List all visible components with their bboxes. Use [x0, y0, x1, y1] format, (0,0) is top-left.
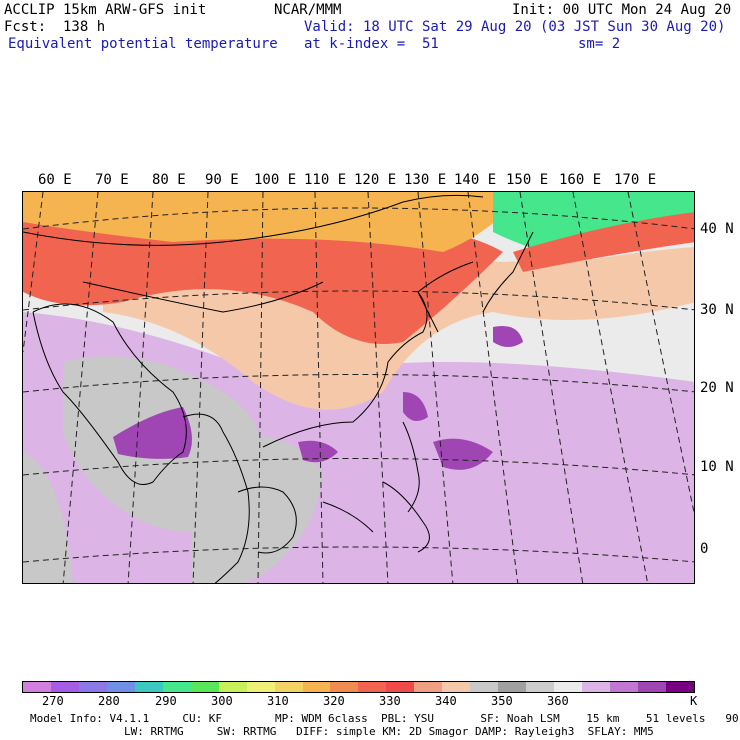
colorbar-swatch	[554, 682, 583, 692]
colorbar-swatch	[218, 682, 247, 692]
lon-label: 110 E	[304, 172, 347, 188]
south-china-sea-max	[298, 440, 338, 463]
colorbar-swatch	[106, 682, 135, 692]
level-index: at k-index = 51	[304, 36, 439, 52]
lat-label: 20 N	[700, 380, 734, 396]
lon-label: 100 E	[254, 172, 297, 188]
lon-label: 130 E	[404, 172, 447, 188]
colorbar-tick: 280	[98, 694, 120, 708]
init-time: Init: 00 UTC Mon 24 Aug 20	[512, 2, 732, 18]
bay-of-bengal-max	[113, 407, 192, 459]
lon-label: 120 E	[354, 172, 397, 188]
colorbar-swatch	[50, 682, 79, 692]
colorbar-tick: 270	[42, 694, 64, 708]
smoothing: sm= 2	[578, 36, 621, 52]
colorbar-swatch	[358, 682, 387, 692]
west-pacific-max	[403, 392, 428, 421]
colorbar-swatch	[498, 682, 527, 692]
northern-warm-field	[23, 192, 523, 252]
colorbar-tick: 330	[379, 694, 401, 708]
colorbar-swatch	[78, 682, 107, 692]
organization: NCAR/MMM	[274, 2, 342, 18]
model-info-line1: Model Info: V4.1.1 CU: KF MP: WDM 6class…	[30, 712, 740, 725]
lon-label: 90 E	[205, 172, 239, 188]
indochina-grey-field	[191, 436, 323, 583]
colorbar-swatch	[637, 682, 666, 692]
colorbar-unit: K	[690, 694, 698, 708]
colorbar-swatch	[162, 682, 191, 692]
colorbar-swatch	[23, 682, 51, 692]
colorbar-swatch	[302, 682, 331, 692]
colorbar-swatch	[190, 682, 219, 692]
model-title: ACCLIP 15km ARW-GFS init	[4, 2, 207, 18]
coastlines	[23, 194, 534, 583]
lat-label: 40 N	[700, 221, 734, 237]
pacific-mid-band	[523, 247, 694, 306]
theta-e-map	[22, 191, 695, 584]
colorbar-swatch	[526, 682, 555, 692]
lon-label: 160 E	[559, 172, 602, 188]
lon-label: 150 E	[506, 172, 549, 188]
colorbar-swatch	[582, 682, 611, 692]
lon-label: 70 E	[95, 172, 129, 188]
colorbar-swatch	[386, 682, 415, 692]
arabian-sea-grey-field	[23, 452, 73, 583]
colorbar-swatch	[610, 682, 638, 692]
lon-label: 80 E	[152, 172, 186, 188]
colorbar-swatch	[665, 682, 694, 692]
lat-label: 30 N	[700, 302, 734, 318]
colorbar-tick: 320	[323, 694, 345, 708]
colorbar-tick: 350	[491, 694, 513, 708]
colorbar-swatch	[442, 682, 471, 692]
colorbar-tick: 340	[435, 694, 457, 708]
colorbar-swatch	[246, 682, 275, 692]
field-title: Equivalent potential temperature	[8, 36, 278, 52]
colorbar-swatch	[134, 682, 163, 692]
colorbar-swatch	[414, 682, 443, 692]
north-pacific-cool-field	[493, 192, 694, 252]
lat-label: 0	[700, 541, 709, 557]
forecast-hour: Fcst: 138 h	[4, 19, 106, 35]
graticule	[23, 192, 694, 583]
colorbar-swatch	[330, 682, 359, 692]
colorbar-tick: 300	[211, 694, 233, 708]
model-info-line2: LW: RRTMG SW: RRTMG DIFF: simple KM: 2D …	[124, 725, 654, 738]
colorbar-swatch	[274, 682, 303, 692]
colorbar	[22, 681, 695, 693]
jet-front-hot-band	[513, 212, 694, 272]
colorbar-tick: 290	[155, 694, 177, 708]
lon-label: 60 E	[38, 172, 72, 188]
colorbar-swatch	[470, 682, 499, 692]
valid-time: Valid: 18 UTC Sat 29 Aug 20 (03 JST Sun …	[304, 19, 726, 35]
japan-south-max	[493, 326, 523, 347]
lon-label: 140 E	[454, 172, 497, 188]
colorbar-tick: 360	[547, 694, 569, 708]
lon-label: 170 E	[614, 172, 657, 188]
colorbar-tick: 310	[267, 694, 289, 708]
lat-label: 10 N	[700, 459, 734, 475]
philippine-sea-max	[433, 438, 493, 470]
